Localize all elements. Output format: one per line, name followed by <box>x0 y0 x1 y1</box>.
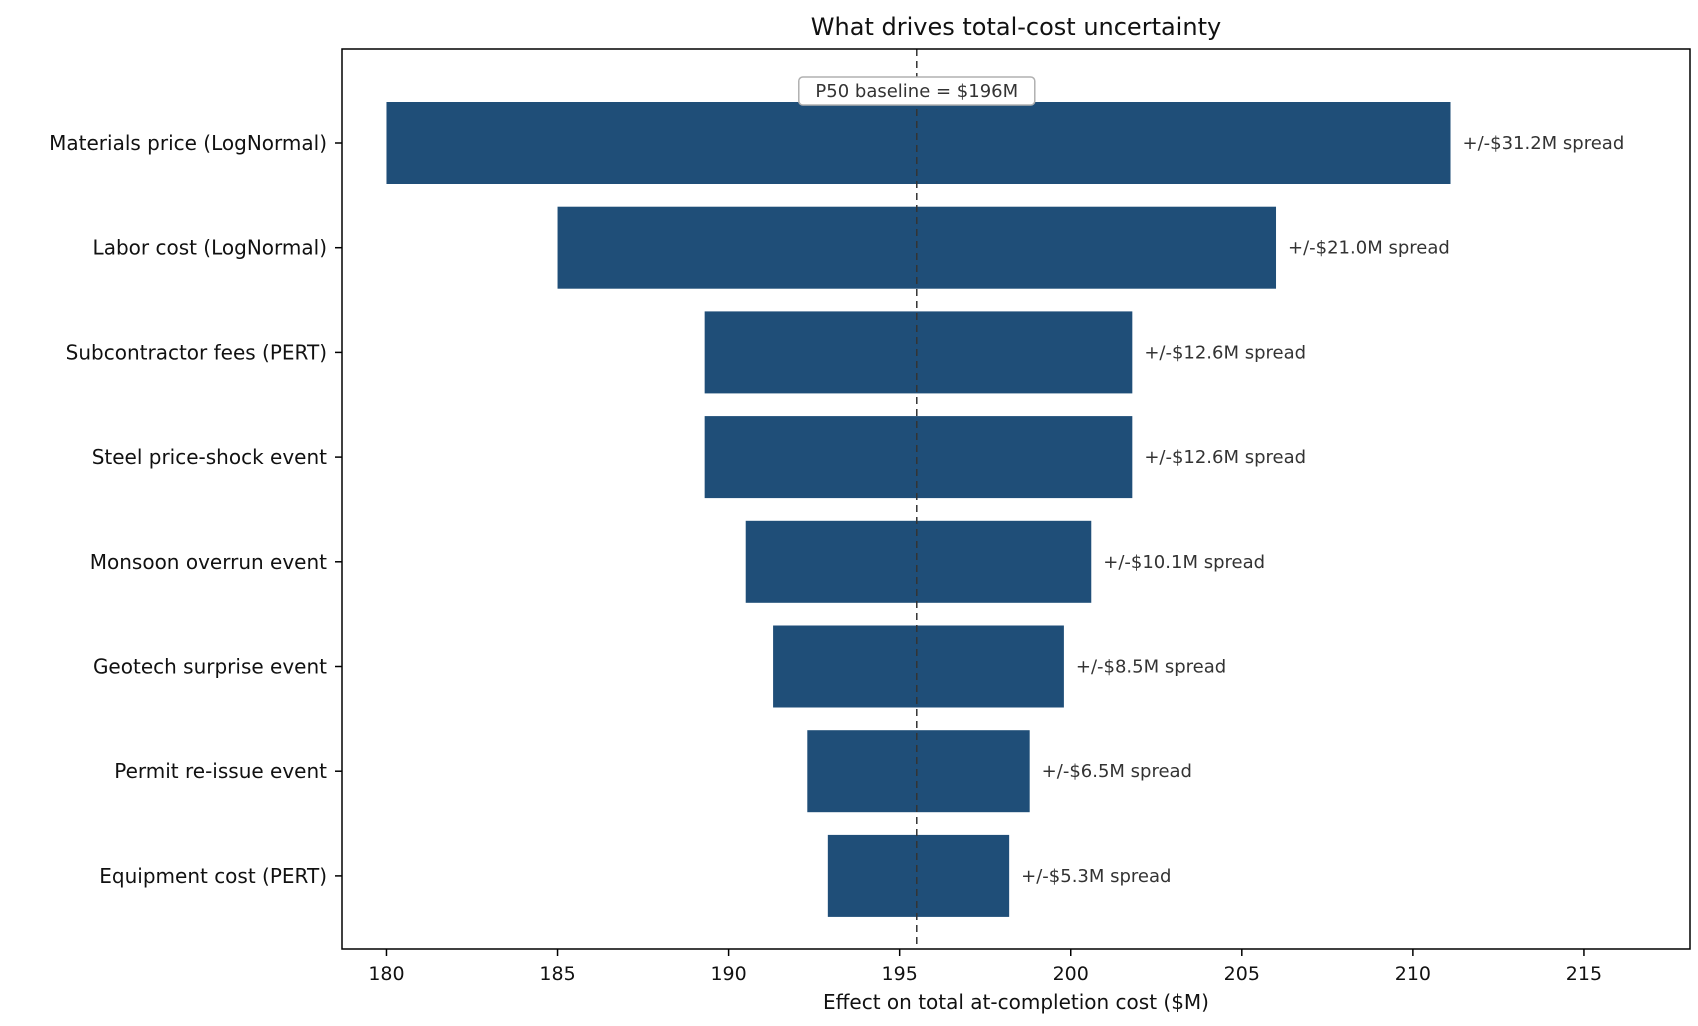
data-label: +/-$6.5M spread <box>1042 761 1192 782</box>
data-label: +/-$8.5M spread <box>1076 657 1226 678</box>
category-label: Steel price-shock event <box>92 445 327 469</box>
x-axis-label: Effect on total at-completion cost ($M) <box>823 990 1209 1014</box>
x-tick-label: 215 <box>1566 963 1602 985</box>
data-label: +/-$12.6M spread <box>1144 342 1306 363</box>
plot-frame <box>341 48 1691 950</box>
x-tick-label: 180 <box>368 963 404 985</box>
x-tick-label: 190 <box>710 963 746 985</box>
y-axis: Materials price (LogNormal) Labor cost (L… <box>49 131 342 888</box>
baseline-annotation-box <box>798 76 1036 106</box>
category-label: Monsoon overrun event <box>90 550 327 574</box>
data-label: +/-$5.3M spread <box>1021 866 1171 887</box>
category-label: Permit re-issue event <box>114 759 327 783</box>
chart-title: What drives total-cost uncertainty <box>811 13 1221 41</box>
baseline-layer: P50 baseline = $196M <box>798 49 1036 949</box>
bar <box>773 625 1064 708</box>
category-label: Equipment cost (PERT) <box>99 864 327 888</box>
category-label: Materials price (LogNormal) <box>49 131 327 155</box>
x-tick-label: 195 <box>882 963 918 985</box>
bar <box>386 102 1451 184</box>
bars-layer: +/-$31.2M spread +/-$21.0M spread +/-$12.6… <box>386 102 1624 917</box>
bar <box>807 730 1030 813</box>
x-tick-label: 205 <box>1224 963 1260 985</box>
x-tick-label: 210 <box>1395 963 1431 985</box>
x-tick-label: 185 <box>539 963 575 985</box>
x-tick-label: 200 <box>1053 963 1089 985</box>
bar <box>827 834 1010 917</box>
x-axis: 180 185 190 195 200 205 210 215 <box>368 949 1602 985</box>
category-label: Geotech surprise event <box>93 655 327 679</box>
data-label: +/-$12.6M spread <box>1144 447 1306 468</box>
bar <box>704 311 1133 394</box>
bar <box>704 416 1133 499</box>
data-label: +/-$31.2M spread <box>1463 133 1625 154</box>
bar <box>745 520 1092 603</box>
baseline-annotation: P50 baseline = $196M <box>815 81 1018 102</box>
category-label: Labor cost (LogNormal) <box>93 236 327 260</box>
data-label: +/-$10.1M spread <box>1103 552 1265 573</box>
category-label: Subcontractor fees (PERT) <box>66 340 327 364</box>
data-label: +/-$21.0M spread <box>1288 238 1450 259</box>
